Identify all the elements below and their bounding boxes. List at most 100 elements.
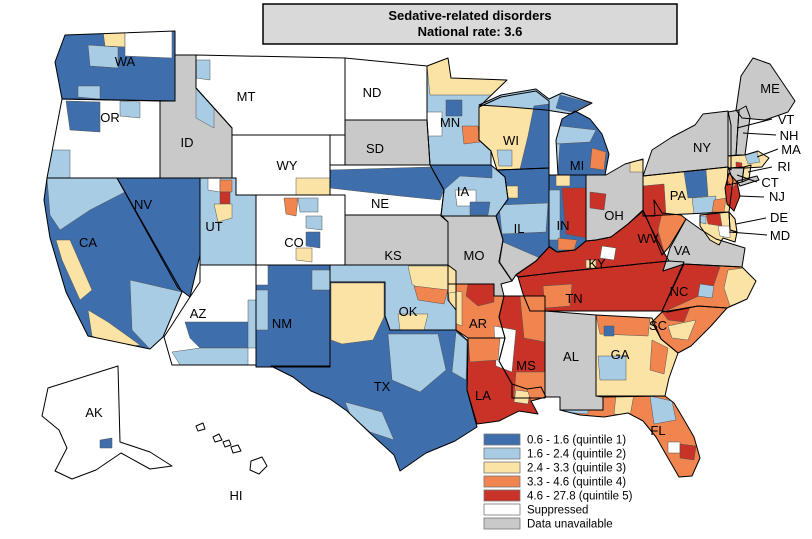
substate-region-OR-p2 [47,149,71,178]
substate-region-LA-p1 [467,338,501,363]
substate-region-CO-p5 [295,247,313,263]
state-region-DE [729,212,737,232]
state-outline-layer [41,30,796,480]
state-region-AL [545,311,603,410]
legend-swatch-unavailable [483,517,521,530]
substate-region-MI-p3 [556,143,561,173]
legend-swatch-suppressed [483,503,521,516]
state-border-SC [651,305,728,354]
substate-region-TX-p1 [330,282,385,345]
state-label-HI: HI [230,488,243,503]
state-label-AR: AR [469,316,487,331]
substate-region-UT-p3 [219,191,231,205]
legend-swatch-q2 [483,447,521,460]
substate-region-TX-p4 [451,331,468,381]
substate-region-AR-p1 [465,284,495,307]
state-region-KS [345,215,448,265]
substate-region-IN-p4 [555,175,571,187]
state-label-AZ: AZ [190,306,207,321]
legend-label-q4: 3.3 - 4.6 (quintile 4) [527,477,626,489]
state-region-TX [271,282,477,471]
substate-region-MN-p2 [461,125,481,145]
substate-region-MS-p1 [519,296,545,343]
map-title: Sedative-related disorders [388,8,551,23]
state-region-SD [345,120,430,165]
substate-region-AZ-p2 [247,299,256,349]
substate-region-CA-p2 [55,239,93,301]
substate-region-MD-p1 [705,212,723,227]
substate-region-MN-p4 [445,99,463,117]
substate-region-FL-p5 [679,443,697,461]
callout-line-RI [747,166,773,173]
state-border-CO [255,194,346,266]
state-region-MT [196,55,345,135]
callout-label-VT: VT [778,112,795,127]
state-label-MS: MS [516,358,536,373]
state-label-ND: ND [363,85,382,100]
state-region-CO [256,195,345,265]
state-region-NV [117,178,200,297]
substate-region-MN-p1 [427,58,507,96]
state-label-layer: WA OR ID MT ND SD WY NE KS OK TX NM AZ UT CO NV CA MN IA MO… [79,54,780,503]
substate-region-MT-p1 [196,59,211,81]
substate-region-GA-p2 [603,325,615,337]
state-border-LI [736,175,760,187]
substate-region-LA-p2 [513,389,531,405]
state-border-MIUP [478,88,593,115]
state-border-MI [555,110,610,176]
state-label-NV: NV [134,197,152,212]
substate-region-NE-p1 [330,166,444,201]
state-label-SD: SD [366,141,384,156]
state-region-AK [42,366,172,479]
substate-region-NM-p3 [256,265,269,286]
state-border-GA [595,314,679,397]
state-label-ME: ME [760,81,780,96]
substate-region-WA-p2 [124,31,173,59]
state-border-FL [559,395,701,478]
substate-region-MI-p2 [589,147,607,171]
state-region-OH [586,159,643,241]
substate-region-GA-p4 [649,339,669,375]
substate-region-CO-p4 [305,231,321,249]
state-label-NY: NY [693,140,711,155]
state-region-ME [736,58,795,120]
substate-region-OR-p1 [65,100,101,133]
state-border-TX [270,281,478,472]
state-label-ID: ID [181,135,194,150]
state-label-NE: NE [371,196,389,211]
state-label-IL: IL [514,221,525,236]
title-box: Sedative-related disorders National rate… [262,3,678,45]
substate-region-MA-p2 [735,161,743,168]
state-region-KY [516,211,669,277]
legend-swatch-q5 [483,489,521,502]
state-label-MO: MO [464,248,485,263]
substate-region-UT-p2 [219,179,233,193]
substate-region-FL-p4 [667,441,681,454]
state-label-WV: WV [638,231,659,246]
callout-label-DE: DE [770,210,788,225]
callout-label-RI: RI [778,159,791,174]
substate-region-OH-p1 [589,191,607,211]
substate-region-IL-p1 [498,202,549,235]
substate-region-PA-p2 [683,169,709,199]
state-label-GA: GA [611,347,630,362]
substate-region-KY-p1 [599,245,617,261]
callout-line-CT [736,174,758,183]
legend-label-q3: 2.4 - 3.3 (quintile 3) [527,463,626,475]
legend-label-q1: 0.6 - 1.6 (quintile 1) [527,435,626,447]
callout-line-NJ [738,195,765,198]
legend-label-unavailable: Data unavailable [527,519,613,531]
state-label-WY: WY [277,158,298,173]
state-border-NH [735,105,751,156]
substate-region-UT-p4 [213,203,233,223]
substate-region-NC-p2 [723,267,756,307]
map-subtitle: National rate: 3.6 [418,24,523,39]
callout-label-MA: MA [781,142,801,157]
state-region-ND [345,58,427,120]
state-border-AK [41,365,173,480]
substate-region-NM-p1 [256,289,269,331]
state-label-KS: KS [384,248,402,263]
state-label-IN: IN [557,218,570,233]
